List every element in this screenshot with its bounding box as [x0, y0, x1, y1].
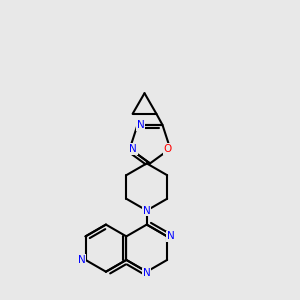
Text: N: N	[167, 231, 174, 242]
Text: N: N	[137, 120, 145, 130]
Text: N: N	[78, 255, 86, 265]
Text: N: N	[143, 206, 151, 215]
Text: N: N	[129, 144, 137, 154]
Text: O: O	[164, 144, 172, 154]
Text: N: N	[143, 268, 151, 278]
